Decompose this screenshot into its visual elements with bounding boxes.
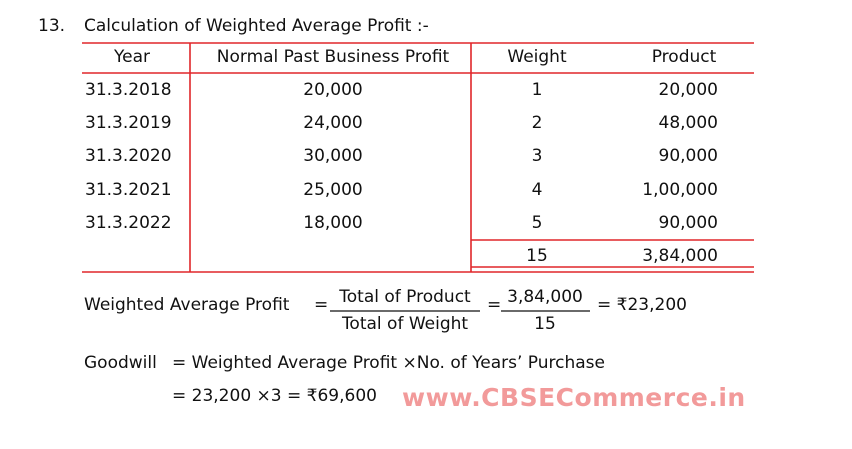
header: Year [114,47,150,67]
header: Weight [507,47,567,67]
product-cell: 48,000 [658,113,718,134]
question-number: 13. [38,16,66,36]
weight-cell: 5 [531,212,543,233]
goodwill-label: Goodwill [84,353,157,373]
year-cell: 31.3.2019 [85,113,172,134]
formula-result: = ₹23,200 [597,295,687,315]
product-cell: 90,000 [658,212,718,233]
weight-cell: 4 [531,179,543,200]
profit-cell: 18,000 [303,212,363,233]
formula-label: Weighted Average Profit [84,295,290,315]
numerator: Total of Product [339,287,471,307]
year-cell: 31.3.2020 [85,146,172,167]
watermark: www.CBSECommerce.in [402,383,746,412]
product-cell: 90,000 [658,146,718,167]
product-cell: 20,000 [658,80,718,100]
year-cell: 31.3.2018 [85,80,172,100]
denominator: Total of Weight [341,314,469,334]
profit-cell: 20,000 [303,80,363,100]
goodwill-line: = Weighted Average Profit ×No. of Years’… [172,353,606,373]
header: Product [651,47,717,67]
total-product: 3,84,000 [642,246,718,266]
weight-cell: 3 [531,146,543,167]
year-cell: 31.3.2022 [85,212,172,233]
product-cell: 1,00,000 [642,179,718,200]
equals: = [314,295,329,315]
profit-cell: 24,000 [303,113,363,134]
weight-cell: 2 [531,113,543,134]
goodwill-line: = 23,200 ×3 = ₹69,600 [172,386,377,406]
profit-cell: 30,000 [303,146,363,167]
equals: = [487,295,502,315]
total-weight: 15 [526,246,548,266]
numerator: 3,84,000 [507,287,583,307]
header: Normal Past Business Profit [216,47,450,67]
denominator: 15 [534,314,556,334]
weight-cell: 1 [531,80,543,100]
year-cell: 31.3.2021 [85,179,172,200]
question-title: Calculation of Weighted Average Profit :… [84,16,429,36]
profit-cell: 25,000 [303,179,363,200]
